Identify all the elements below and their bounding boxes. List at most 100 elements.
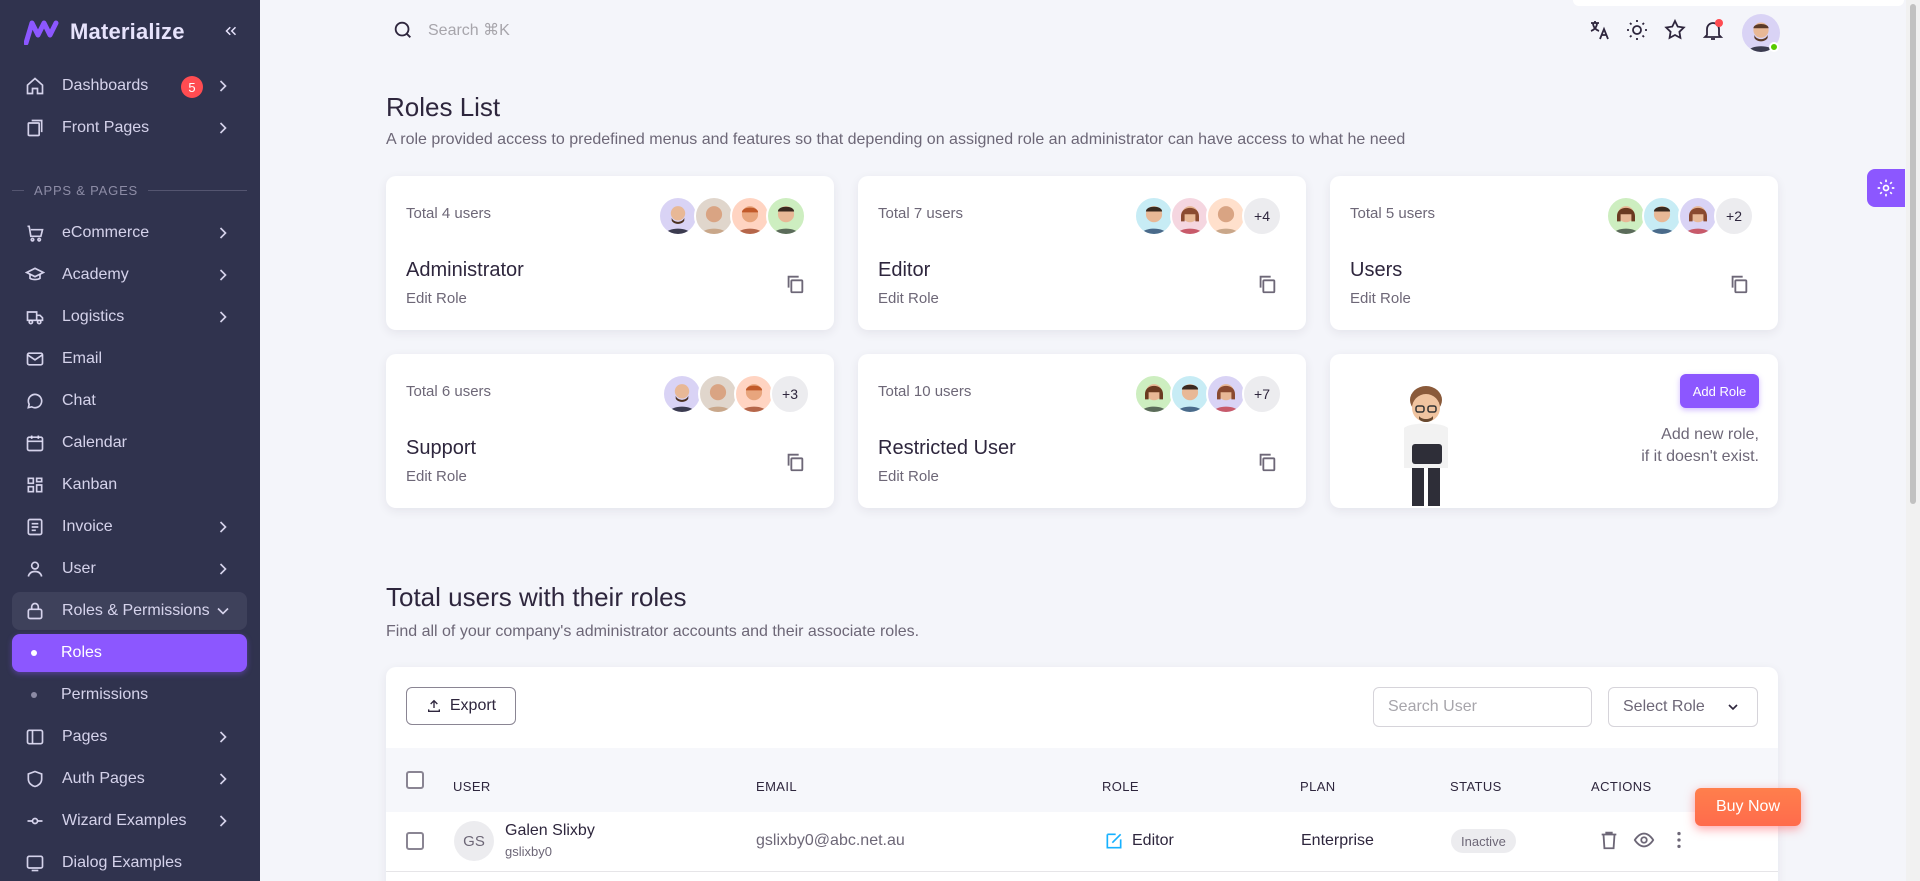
sidebar-item-auth-pages[interactable]: Auth Pages <box>12 760 247 798</box>
buy-now-button[interactable]: Buy Now <box>1695 788 1801 826</box>
delete-icon[interactable] <box>1598 829 1620 851</box>
select-role-dropdown[interactable]: Select Role <box>1608 687 1758 727</box>
column-header-email[interactable]: EMAIL <box>756 779 798 794</box>
edit-role-link[interactable]: Edit Role <box>878 468 939 485</box>
sidebar-item-roles[interactable]: Roles <box>12 634 247 672</box>
avatar <box>1206 374 1246 414</box>
sidebar-item-calendar[interactable]: Calendar <box>12 424 247 462</box>
cart-icon <box>24 222 46 244</box>
chevron-down-icon <box>1728 704 1738 711</box>
sidebar-item-pages[interactable]: Pages <box>12 718 247 756</box>
dashboards-count-badge: 5 <box>181 76 203 98</box>
chevron-right-icon <box>219 731 227 743</box>
avatar <box>1170 374 1210 414</box>
sidebar-item-dialog-examples[interactable]: Dialog Examples <box>12 844 247 881</box>
copy-icon[interactable] <box>784 273 806 295</box>
bell-icon[interactable] <box>1701 18 1725 42</box>
sidebar-item-dashboards[interactable]: Dashboards 5 <box>12 67 247 105</box>
user-name[interactable]: Galen Slixby <box>505 822 595 839</box>
table-header: USER EMAIL ROLE PLAN STATUS ACTIONS <box>386 748 1778 812</box>
avatar <box>662 374 702 414</box>
role-name: Support <box>406 437 477 459</box>
avatar-group: +3 <box>662 374 810 414</box>
page-subtitle: A role provided access to predefined men… <box>386 131 1406 148</box>
more-users-count: +7 <box>1242 374 1282 414</box>
star-icon[interactable] <box>1663 18 1687 42</box>
sidebar-item-label: Kanban <box>62 476 118 493</box>
sidebar-item-kanban[interactable]: Kanban <box>12 466 247 504</box>
avatar <box>1606 196 1646 236</box>
sidebar-item-label: Roles <box>61 644 102 661</box>
sidebar-item-label: Auth Pages <box>62 770 145 787</box>
edit-role-link[interactable]: Edit Role <box>878 290 939 307</box>
kanban-icon <box>24 474 46 496</box>
edit-role-link[interactable]: Edit Role <box>1350 290 1411 307</box>
sidebar-item-label: Permissions <box>61 686 149 703</box>
avatar-group <box>658 196 806 236</box>
collapse-sidebar-icon[interactable] <box>220 20 242 42</box>
sidebar-item-user[interactable]: User <box>12 550 247 588</box>
role-name: Users <box>1350 259 1403 281</box>
column-header-role[interactable]: ROLE <box>1102 779 1140 794</box>
sidebar-item-label: Dialog Examples <box>62 854 183 871</box>
more-users-count: +2 <box>1714 196 1754 236</box>
truck-icon <box>24 306 46 328</box>
calendar-icon <box>24 432 46 454</box>
role-card-administrator: Total 4 users Administrator Edit Role <box>386 176 834 330</box>
copy-icon[interactable] <box>784 451 806 473</box>
edit-square-icon <box>1106 833 1122 849</box>
translate-icon[interactable] <box>1587 18 1611 42</box>
role-card-editor: Total 7 users +4 Editor Edit Role <box>858 176 1306 330</box>
avatar <box>1134 374 1174 414</box>
select-all-checkbox[interactable] <box>406 771 424 789</box>
sidebar-item-invoice[interactable]: Invoice <box>12 508 247 546</box>
sidebar-item-logistics[interactable]: Logistics <box>12 298 247 336</box>
search-user-input[interactable] <box>1373 687 1592 727</box>
home-icon <box>24 75 46 97</box>
chat-icon <box>24 390 46 412</box>
user-handle: gslixby0 <box>505 844 552 859</box>
copy-icon[interactable] <box>1256 451 1278 473</box>
sidebar-item-label: Invoice <box>62 518 113 535</box>
scrollbar-thumb[interactable] <box>1910 4 1916 504</box>
role-name: Administrator <box>406 259 524 281</box>
export-button[interactable]: Export <box>406 687 516 725</box>
sidebar-item-label: Logistics <box>62 308 125 325</box>
sidebar-item-roles-permissions[interactable]: Roles & Permissions <box>12 592 247 630</box>
sidebar-item-wizard-examples[interactable]: Wizard Examples <box>12 802 247 840</box>
edit-role-link[interactable]: Edit Role <box>406 468 467 485</box>
global-search[interactable]: Search ⌘K <box>392 19 510 41</box>
sidebar-item-academy[interactable]: Academy <box>12 256 247 294</box>
more-vertical-icon[interactable] <box>1668 829 1690 851</box>
sidebar-item-label: eCommerce <box>62 224 150 241</box>
avatar <box>1170 196 1210 236</box>
edit-role-link[interactable]: Edit Role <box>406 290 467 307</box>
chevron-right-icon <box>219 122 227 134</box>
column-header-status[interactable]: STATUS <box>1450 779 1502 794</box>
column-header-user[interactable]: USER <box>453 779 491 794</box>
role-card-restricted-user: Total 10 users +7 Restricted User Edit R… <box>858 354 1306 508</box>
role-name: Editor <box>878 259 931 281</box>
sun-icon[interactable] <box>1625 18 1649 42</box>
avatar <box>766 196 806 236</box>
add-role-button[interactable]: Add Role <box>1680 374 1759 408</box>
role-total-users: Total 6 users <box>406 383 492 400</box>
page-scrollbar[interactable] <box>1906 0 1920 881</box>
brand[interactable]: Materialize <box>24 19 185 45</box>
header: Search ⌘K <box>260 0 1920 62</box>
sidebar-item-permissions[interactable]: Permissions <box>12 676 247 714</box>
sidebar-item-front-pages[interactable]: Front Pages <box>12 109 247 147</box>
column-header-actions: ACTIONS <box>1591 779 1652 794</box>
column-header-plan[interactable]: PLAN <box>1300 779 1336 794</box>
chevron-right-icon <box>219 227 227 239</box>
sidebar-item-email[interactable]: Email <box>12 340 247 378</box>
settings-fab[interactable] <box>1867 169 1905 207</box>
copy-icon[interactable] <box>1256 273 1278 295</box>
avatar <box>1678 196 1718 236</box>
row-checkbox[interactable] <box>406 832 424 850</box>
copy-icon[interactable] <box>1728 273 1750 295</box>
eye-icon[interactable] <box>1633 829 1655 851</box>
sidebar-item-chat[interactable]: Chat <box>12 382 247 420</box>
sidebar-item-ecommerce[interactable]: eCommerce <box>12 214 247 252</box>
export-label: Export <box>449 697 497 714</box>
